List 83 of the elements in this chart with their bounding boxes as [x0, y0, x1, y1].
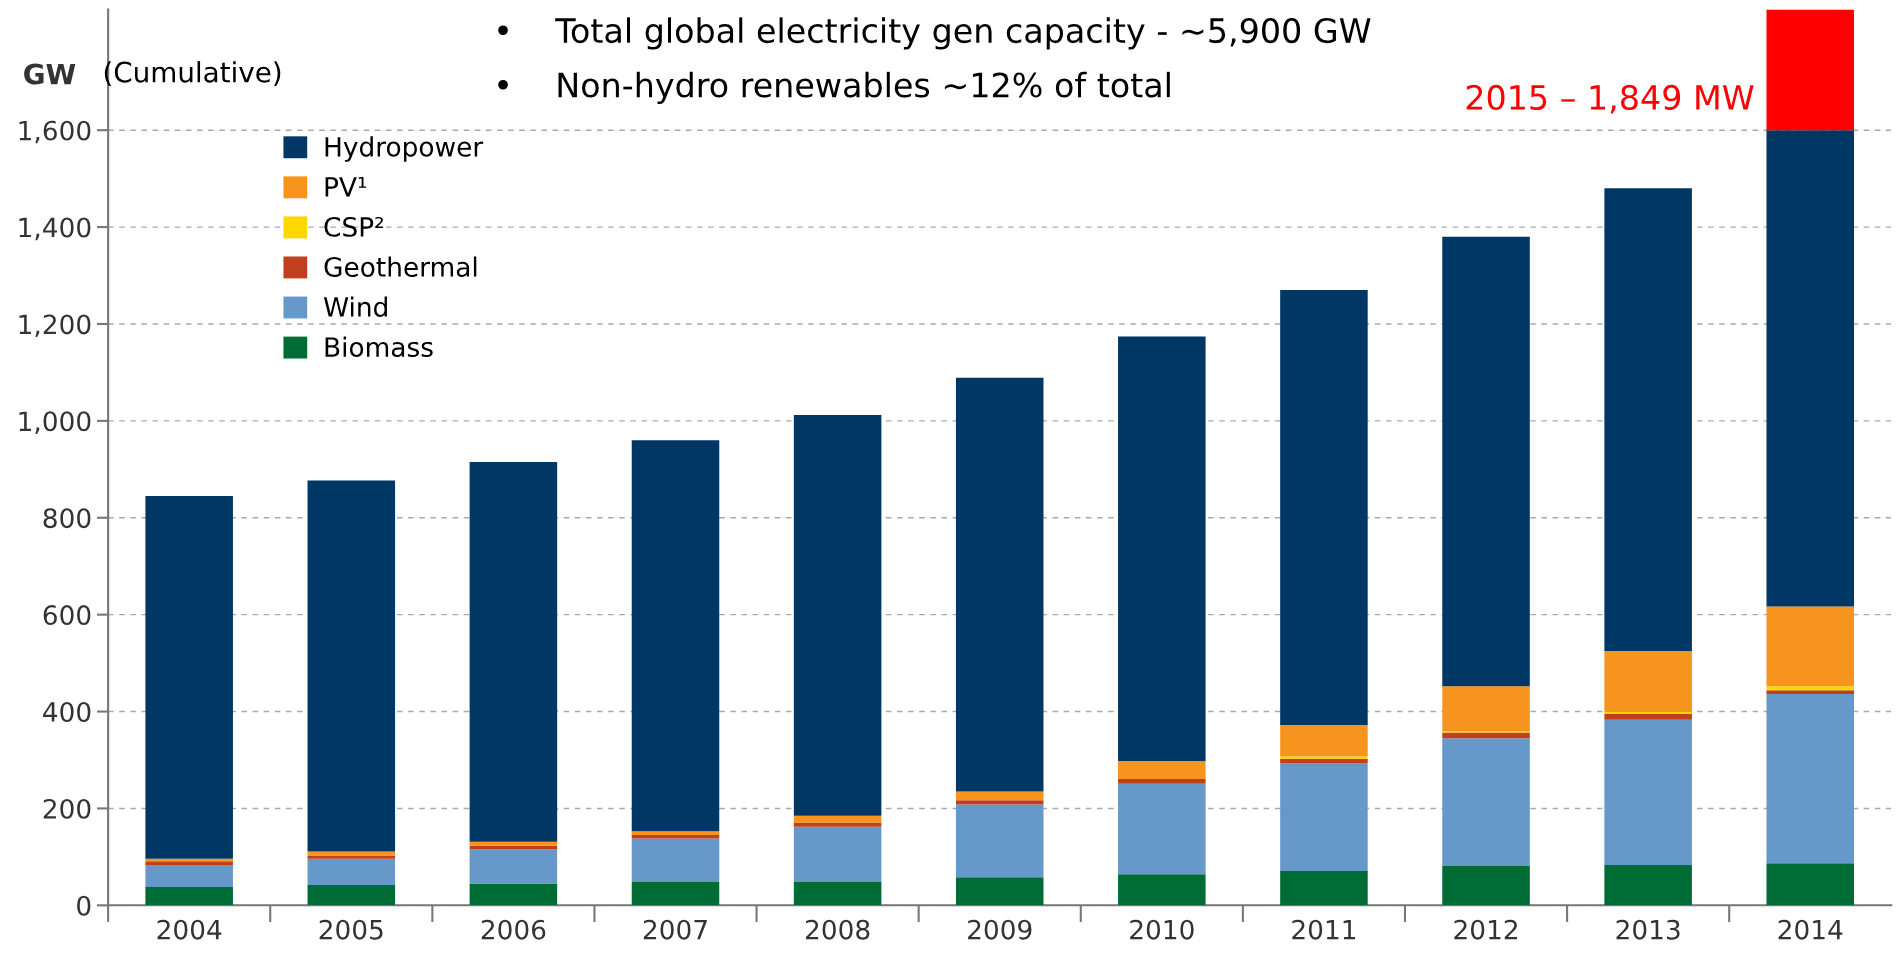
bar	[145, 886, 233, 906]
bar	[1766, 9, 1855, 131]
y-tick-label: 1,200	[19, 314, 91, 338]
x-tick-label: 2010	[1130, 919, 1194, 940]
x-tick-label: 2006	[481, 919, 546, 940]
bar	[1766, 690, 1855, 695]
bar	[1766, 863, 1855, 906]
legend-label: CSP²	[324, 216, 384, 237]
bar	[1604, 865, 1692, 906]
bar	[1766, 130, 1855, 607]
annotation: • Total global electricity gen capacity - ~5,900 GW	[498, 17, 1371, 50]
bar	[1118, 760, 1206, 779]
bar	[1280, 870, 1368, 906]
bar	[1442, 738, 1530, 867]
bar	[1766, 686, 1855, 691]
bar	[631, 440, 720, 832]
bar	[1604, 188, 1692, 651]
bar	[469, 841, 558, 846]
bar	[955, 377, 1044, 792]
bar	[1280, 290, 1368, 726]
bar	[1280, 725, 1368, 757]
x-tick-label: 2012	[1454, 919, 1517, 940]
bar	[145, 495, 233, 859]
legend-label: Wind	[323, 296, 387, 317]
bar	[955, 791, 1044, 801]
bar	[1604, 719, 1692, 866]
x-tick-label: 2008	[805, 919, 870, 940]
bar	[307, 855, 396, 859]
legend-label: Geothermal	[324, 256, 477, 277]
bar	[307, 858, 396, 885]
y-tick-label: 200	[43, 798, 91, 819]
bar	[1118, 783, 1206, 875]
y-axis-title: GW	[24, 63, 76, 85]
y-tick-label: 800	[43, 508, 91, 529]
x-tick-label: 2004	[157, 919, 222, 940]
bar	[955, 877, 1044, 906]
legend-label: Hydropower	[325, 136, 484, 162]
legend-label: PV¹	[325, 177, 367, 197]
y-tick-label: 600	[43, 605, 91, 626]
bar	[1280, 763, 1368, 871]
bar	[145, 865, 233, 887]
annotation: (Cumulative)	[104, 61, 281, 86]
bar	[955, 800, 1044, 805]
x-tick-label: 2014	[1778, 919, 1843, 940]
bar	[1604, 713, 1692, 720]
bar	[1118, 874, 1206, 906]
x-tick-label: 2011	[1292, 919, 1356, 940]
bar	[793, 415, 882, 816]
bar	[1766, 694, 1855, 864]
bar	[307, 480, 396, 852]
bar	[307, 884, 396, 906]
bar	[145, 861, 233, 866]
y-tick-label: 400	[43, 701, 91, 722]
x-tick-label: 2007	[643, 919, 707, 940]
legend-label: Biomass	[325, 336, 433, 358]
y-tick-label: 1,400	[19, 217, 91, 241]
y-tick-label: 1,600	[19, 120, 91, 144]
annotation: • Non-hydro renewables ~12% of total	[498, 71, 1170, 105]
bar	[469, 883, 558, 906]
bar	[1442, 732, 1530, 739]
bar	[631, 882, 720, 906]
bar	[793, 826, 882, 883]
bar	[1766, 606, 1855, 687]
bar	[793, 822, 882, 827]
x-tick-label: 2005	[319, 919, 383, 940]
bar	[1442, 236, 1530, 687]
x-tick-label: 2013	[1616, 919, 1680, 940]
bar	[1442, 686, 1530, 731]
bar	[955, 804, 1044, 878]
y-tick-label: 1,000	[19, 411, 91, 434]
bar	[1118, 336, 1206, 761]
y-tick-label: 0	[77, 895, 91, 916]
bar	[1280, 759, 1368, 764]
bar	[793, 882, 882, 906]
bar	[469, 462, 558, 842]
bar	[1604, 650, 1692, 713]
bar	[1118, 778, 1206, 784]
annotation: 2015 – 1,849 MW	[1466, 84, 1754, 114]
bar	[631, 838, 720, 883]
bar	[469, 849, 558, 884]
x-tick-label: 2009	[968, 919, 1032, 940]
bar	[631, 831, 720, 836]
bar	[1442, 866, 1530, 906]
